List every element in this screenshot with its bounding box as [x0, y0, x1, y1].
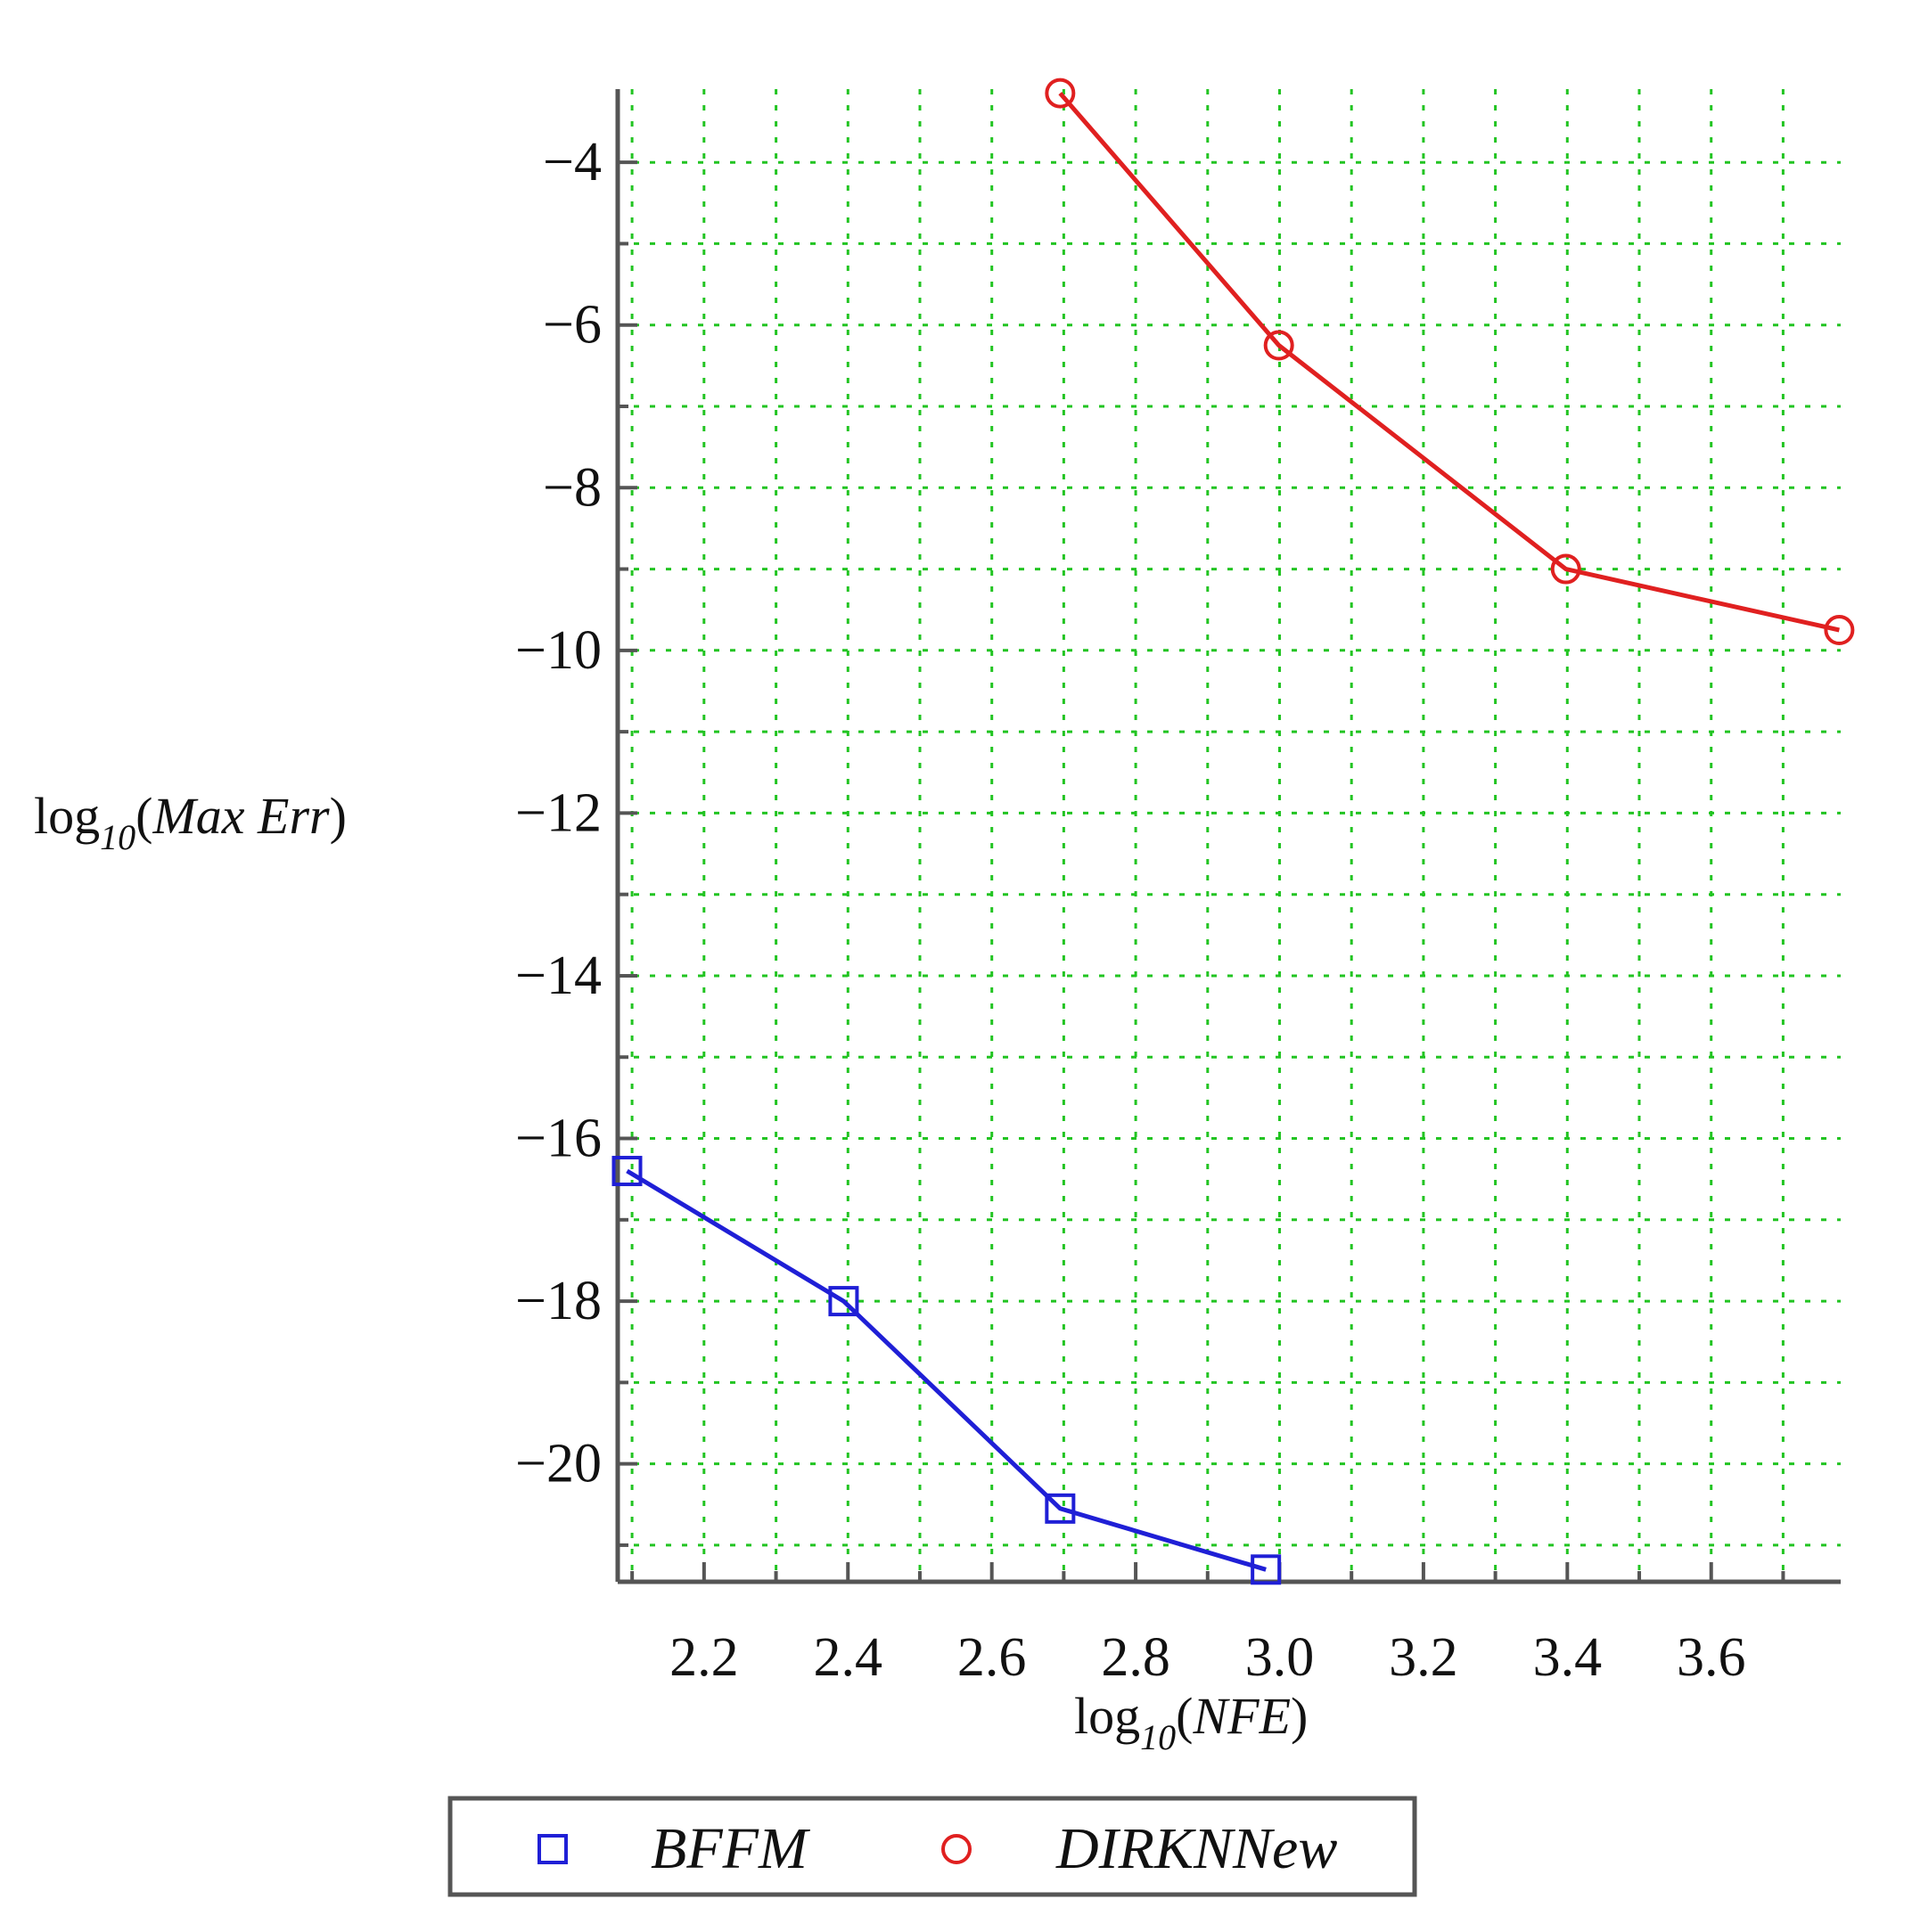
- x-axis-label-close: ): [1291, 1687, 1308, 1745]
- data-point-dirknnew: [1824, 615, 1855, 646]
- y-axis-label-prefix: log: [34, 787, 100, 845]
- legend-label-bffm: BFFM: [651, 1816, 811, 1881]
- x-tick-label: 2.6: [957, 1627, 1027, 1688]
- y-tick-label: −18: [515, 1271, 602, 1331]
- legend-box: [447, 1796, 1417, 1897]
- y-tick-label: −12: [515, 782, 602, 843]
- data-point-dirknnew: [1045, 78, 1076, 109]
- data-point-bffm: [828, 1286, 859, 1317]
- data-point-bffm: [1251, 1554, 1282, 1585]
- legend-marker-bffm: [537, 1834, 568, 1864]
- x-axis-label-var: NFE: [1192, 1687, 1291, 1745]
- series-line-bffm: [626, 1168, 1267, 1572]
- y-tick-label: −14: [515, 946, 602, 1006]
- series-area: [611, 78, 1855, 1585]
- y-tick-label: −16: [515, 1109, 602, 1169]
- x-tick-label: 3.6: [1677, 1627, 1746, 1688]
- y-axis-label-open: (: [135, 787, 152, 845]
- x-axis-label-prefix: log: [1074, 1687, 1140, 1745]
- y-tick-label: −6: [543, 295, 602, 356]
- y-tick-label: −10: [515, 620, 602, 681]
- legend-label-dirknnew: DIRKNNew: [1055, 1816, 1337, 1881]
- y-tick-label: −4: [543, 132, 602, 192]
- y-axis-label-sub: 10: [100, 817, 135, 857]
- x-tick-label: 3.2: [1389, 1627, 1458, 1688]
- axes: 2.2 2.4 2.6 2.8 3.0 3.2 3.4 3.6 −4 −6 −8 −10 −12 −14 −…: [515, 89, 1841, 1688]
- y-axis-label-close: ): [330, 787, 347, 845]
- grid: [618, 89, 1841, 1582]
- data-point-dirknnew: [1550, 553, 1581, 585]
- x-tick-label: 2.8: [1101, 1627, 1170, 1688]
- y-tick-label: −8: [543, 457, 602, 518]
- legend-marker-dirknnew: [941, 1834, 972, 1864]
- x-axis-label-sub: 10: [1140, 1717, 1176, 1757]
- y-tick-label: −20: [515, 1434, 602, 1494]
- x-tick-label: 3.4: [1533, 1627, 1603, 1688]
- legend: BFFM DIRKNNew: [447, 1796, 1417, 1897]
- y-axis-label-var: Max Err: [152, 787, 330, 845]
- x-tick-label: 2.2: [669, 1627, 739, 1688]
- data-point-bffm: [611, 1156, 643, 1187]
- y-axis-label: log10(Max Err): [34, 787, 347, 857]
- data-point-bffm: [1045, 1493, 1076, 1524]
- x-axis-label: log10(NFE): [1074, 1687, 1308, 1757]
- series-line-dirknnew: [1058, 91, 1840, 633]
- x-axis-label-open: (: [1176, 1687, 1193, 1745]
- x-tick-label: 2.4: [814, 1627, 883, 1688]
- x-tick-label: 3.0: [1245, 1627, 1315, 1688]
- data-point-dirknnew: [1263, 330, 1294, 361]
